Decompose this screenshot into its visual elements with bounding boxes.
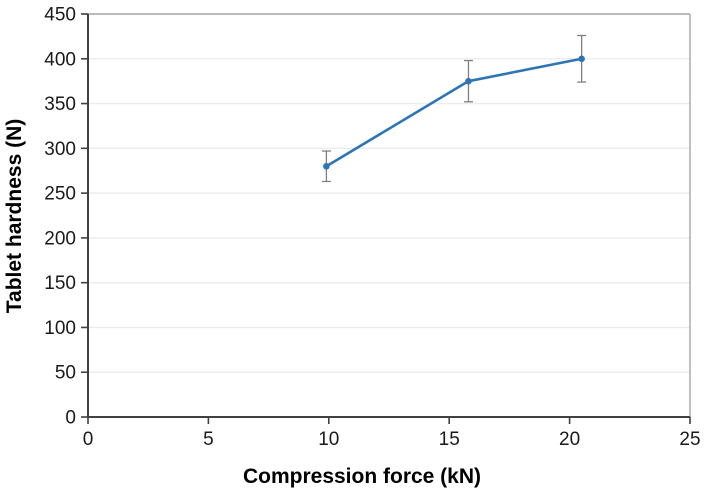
y-tick-label: 350 bbox=[44, 94, 76, 115]
x-tick-label: 20 bbox=[559, 429, 580, 450]
x-tick-label: 5 bbox=[203, 429, 214, 450]
y-tick-label: 0 bbox=[65, 408, 76, 429]
data-line bbox=[325, 57, 583, 168]
y-tick-label: 250 bbox=[44, 184, 76, 205]
y-tick-label: 50 bbox=[55, 363, 76, 384]
y-tick-label: 300 bbox=[44, 139, 76, 160]
x-tick-label: 15 bbox=[439, 429, 460, 450]
y-tick-label: 200 bbox=[44, 228, 76, 249]
y-axis-title: Tablet hardness (N) bbox=[3, 119, 26, 313]
y-tick-label: 150 bbox=[44, 273, 76, 294]
x-tick-label: 10 bbox=[318, 429, 339, 450]
data-point-marker bbox=[323, 162, 330, 170]
y-tick-label: 400 bbox=[44, 49, 76, 70]
y-tick-label: 450 bbox=[44, 5, 76, 26]
data-point-marker bbox=[578, 55, 585, 63]
data-point-marker bbox=[465, 77, 472, 85]
x-tick-label: 0 bbox=[83, 429, 94, 450]
x-axis-title: Compression force (kN) bbox=[243, 465, 481, 488]
x-tick-label: 25 bbox=[679, 429, 700, 450]
y-tick-label: 100 bbox=[44, 318, 76, 339]
